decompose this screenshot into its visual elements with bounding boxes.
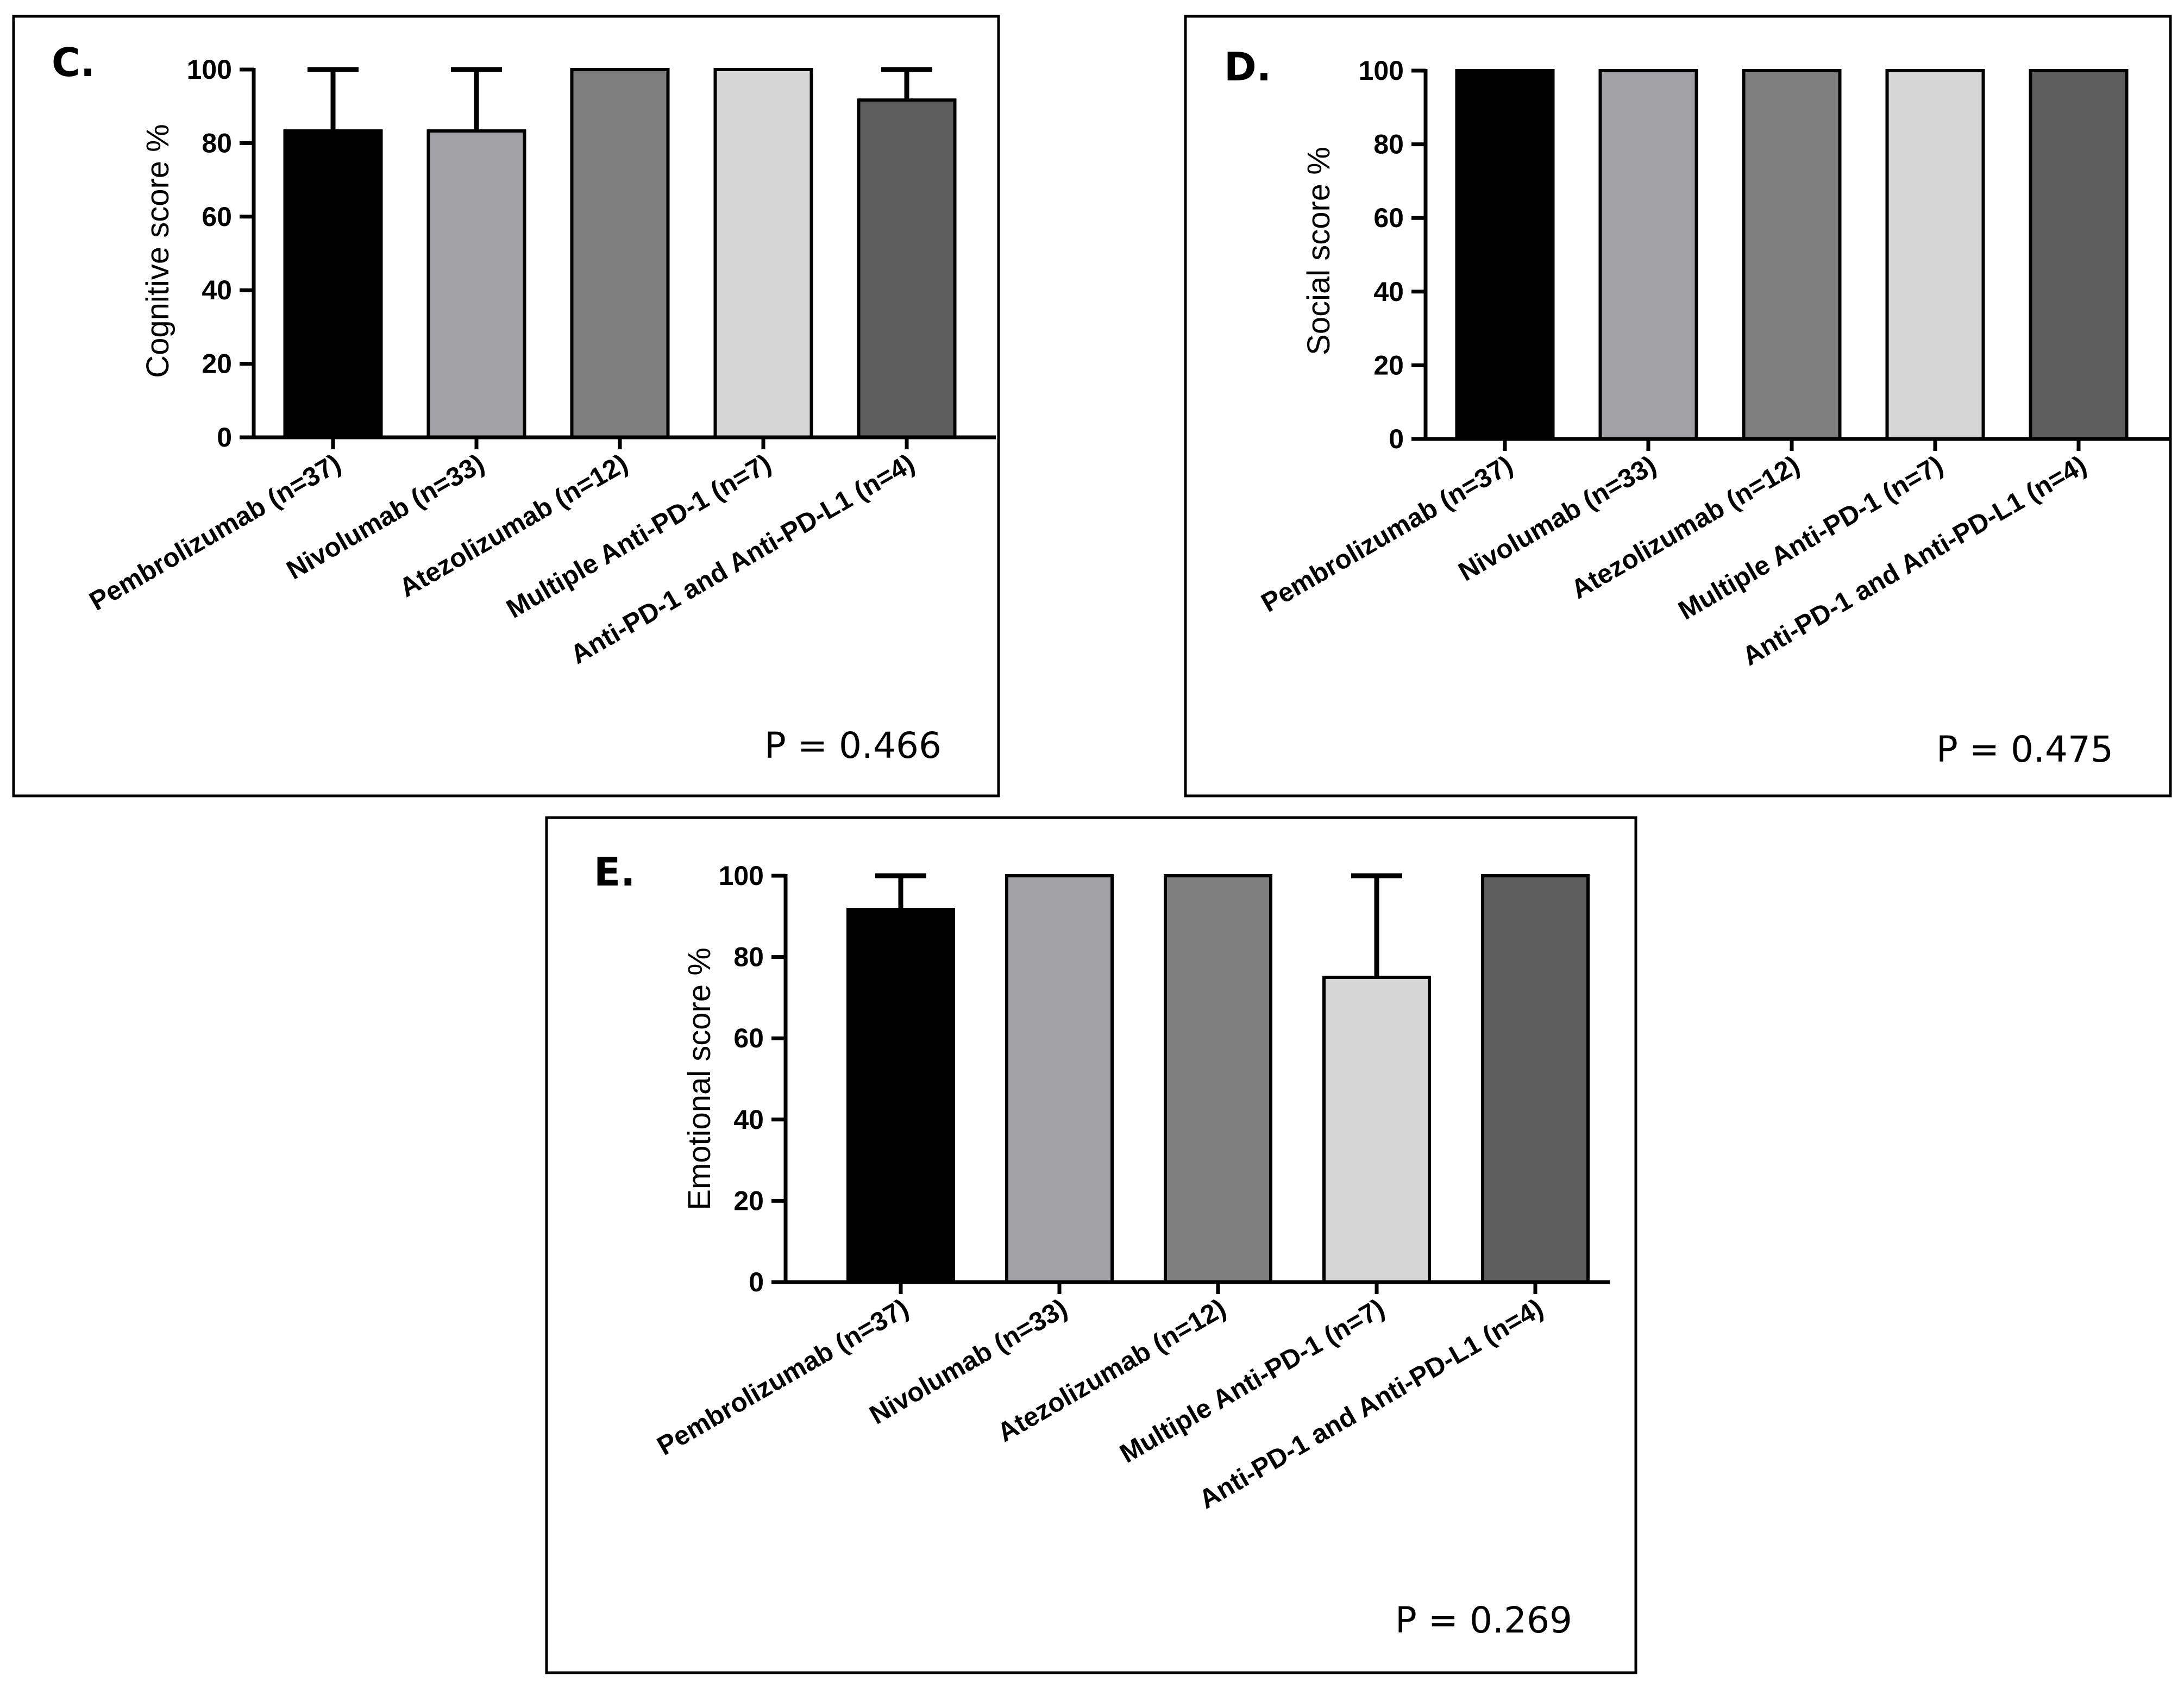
y-tick-label: 60 xyxy=(202,202,232,232)
error-bar xyxy=(875,873,926,910)
y-tick-label: 100 xyxy=(187,54,232,85)
bar xyxy=(570,68,670,439)
error-bar xyxy=(1351,873,1402,977)
bar xyxy=(1164,874,1272,1284)
bar xyxy=(426,129,526,439)
y-axis-title: Social score % xyxy=(1301,147,1336,355)
y-tick-label: 100 xyxy=(1359,55,1404,86)
p-value-annotation: P = 0.466 xyxy=(764,725,942,767)
panel-letter: D. xyxy=(1224,44,1271,90)
y-tick-label: 0 xyxy=(1389,424,1404,454)
y-tick-label: 20 xyxy=(1373,350,1404,380)
y-tick-label: 80 xyxy=(733,942,764,972)
y-tick-label: 60 xyxy=(733,1023,764,1053)
chart-panel-3: E.Emotional score %020406080100Pembroliz… xyxy=(545,816,1637,1674)
y-tick-label: 20 xyxy=(733,1185,764,1216)
error-bar xyxy=(881,67,932,101)
y-tick-label: 20 xyxy=(202,349,232,379)
bar xyxy=(857,98,957,439)
chart-panel-2: D.Social score %020406080100Pembrolizuma… xyxy=(1184,15,2172,798)
y-tick-label: 40 xyxy=(1373,277,1404,307)
y-tick-label: 0 xyxy=(749,1267,764,1297)
panel-letter: C. xyxy=(52,40,95,85)
bar xyxy=(713,68,813,439)
bar xyxy=(1885,69,1985,441)
y-tick-label: 60 xyxy=(1373,203,1404,233)
bar xyxy=(1005,874,1114,1284)
y-axis-title: Cognitive score % xyxy=(140,124,175,378)
chart-panel-1: C.Cognitive score %020406080100Pembroliz… xyxy=(12,15,1000,798)
bar xyxy=(2029,69,2129,441)
bar xyxy=(846,908,955,1284)
panel-letter: E. xyxy=(594,849,636,895)
bar xyxy=(1742,69,1842,441)
p-value-annotation: P = 0.269 xyxy=(1395,1599,1572,1641)
y-tick-label: 0 xyxy=(217,422,232,453)
y-tick-label: 80 xyxy=(1373,129,1404,160)
error-bar xyxy=(307,67,359,131)
bar xyxy=(1322,976,1431,1284)
bar xyxy=(1455,69,1555,441)
y-tick-label: 100 xyxy=(719,861,764,891)
y-tick-label: 80 xyxy=(202,128,232,158)
bar xyxy=(283,129,383,439)
bar xyxy=(1598,69,1698,441)
error-bar xyxy=(451,67,502,131)
y-tick-label: 40 xyxy=(202,275,232,305)
y-axis-title: Emotional score % xyxy=(682,947,717,1210)
bar xyxy=(1481,874,1590,1284)
y-tick-label: 40 xyxy=(733,1104,764,1135)
p-value-annotation: P = 0.475 xyxy=(1936,729,2113,770)
